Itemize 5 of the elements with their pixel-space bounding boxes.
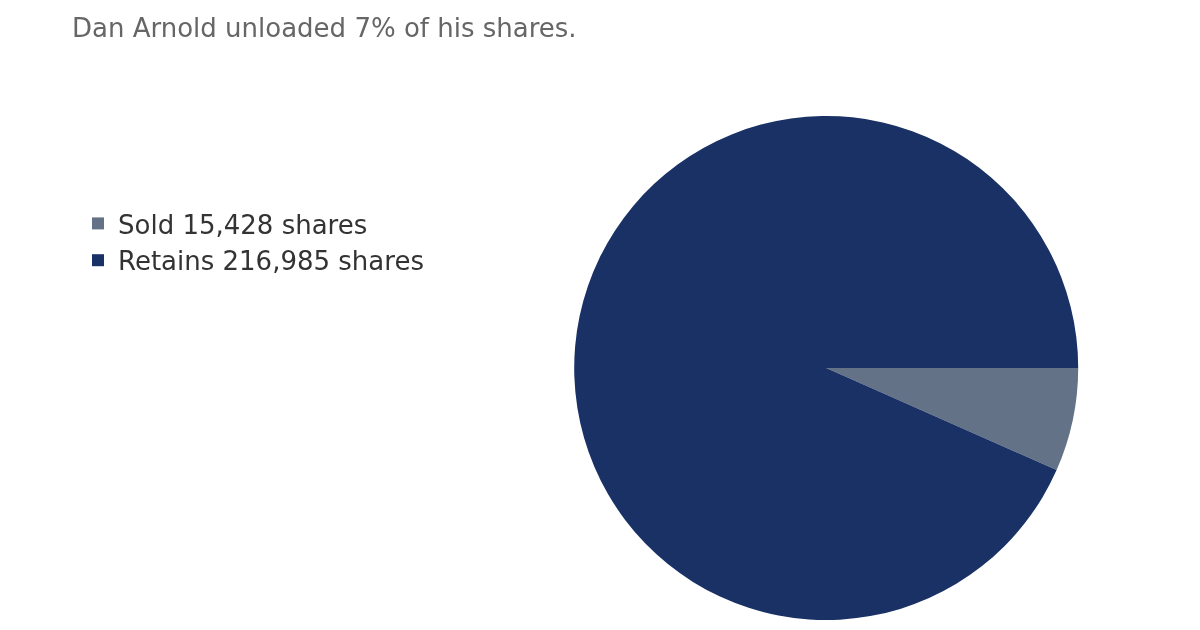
legend-label: Sold 15,428 shares [118,209,368,240]
legend-label: Retains 216,985 shares [118,246,424,277]
chart-title: Dan Arnold unloaded 7% of his shares. [72,13,577,44]
pie-slice [574,116,1079,620]
pie-slice [826,368,1079,471]
